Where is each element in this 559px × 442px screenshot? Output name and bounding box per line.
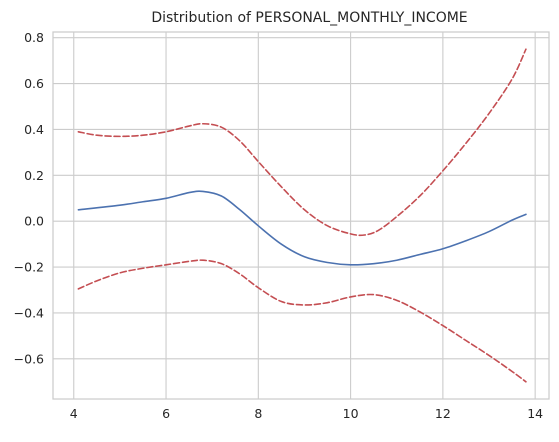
grid-lines bbox=[53, 32, 549, 399]
series-lines bbox=[77, 48, 527, 383]
x-tick-label: 14 bbox=[527, 406, 543, 421]
y-tick-label: 0.2 bbox=[24, 168, 44, 183]
lower-bound-line bbox=[77, 259, 527, 383]
plot-area-frame bbox=[52, 31, 550, 400]
y-tick-label: −0.6 bbox=[14, 351, 44, 366]
x-tick-label: 6 bbox=[162, 406, 170, 421]
chart-title: Distribution of PERSONAL_MONTHLY_INCOME bbox=[151, 10, 467, 26]
x-tick-label: 4 bbox=[70, 406, 78, 421]
y-tick-label: −0.4 bbox=[14, 305, 44, 320]
y-axis-tick-labels: −0.6 −0.4 −0.2 0.0 0.2 0.4 0.6 0.8 bbox=[14, 30, 44, 366]
x-tick-label: 10 bbox=[343, 406, 359, 421]
y-tick-label: 0.4 bbox=[24, 122, 44, 137]
y-tick-label: 0.8 bbox=[24, 30, 44, 45]
x-axis-tick-labels: 4 6 8 10 12 14 bbox=[70, 406, 543, 421]
y-tick-label: 0.6 bbox=[24, 76, 44, 91]
x-tick-label: 8 bbox=[254, 406, 262, 421]
estimate-line bbox=[77, 190, 527, 266]
upper-bound-line bbox=[77, 48, 527, 237]
x-tick-label: 12 bbox=[435, 406, 451, 421]
y-tick-label: 0.0 bbox=[24, 214, 44, 229]
y-tick-label: −0.2 bbox=[14, 260, 44, 275]
